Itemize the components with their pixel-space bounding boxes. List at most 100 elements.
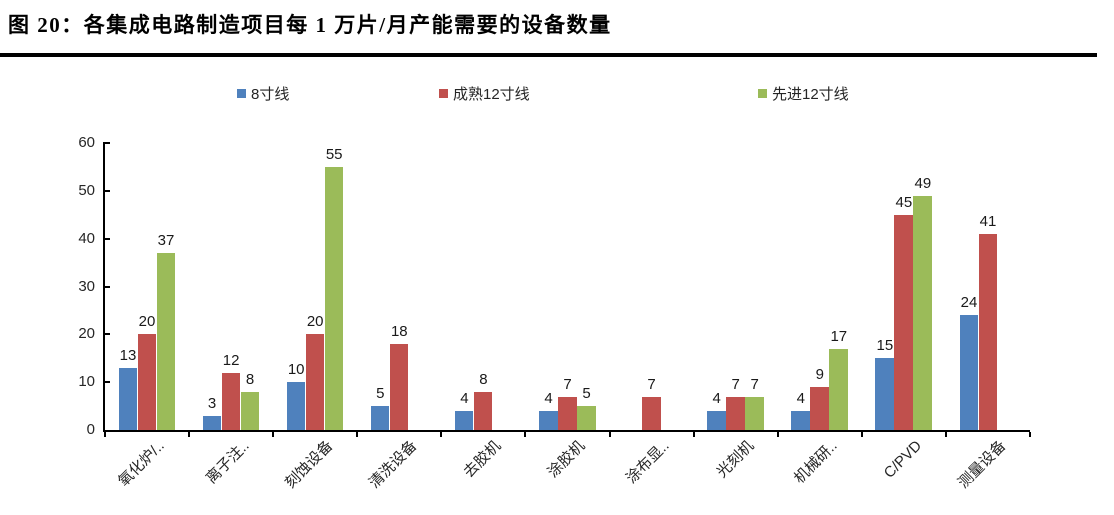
- bar-value-label: 7: [750, 375, 759, 393]
- x-category-label: 光刻机: [713, 437, 758, 482]
- bar: [221, 372, 241, 430]
- bar-value-label: 8: [245, 370, 255, 388]
- x-axis-tick: [440, 432, 442, 437]
- bar-value-label: 5: [376, 385, 385, 403]
- title-underline: [0, 53, 1097, 57]
- y-axis-tick: [105, 142, 110, 144]
- y-axis-tick-label: 10: [78, 373, 95, 390]
- bar: [137, 334, 156, 430]
- bar-value-label: 20: [306, 313, 324, 331]
- bar-value-label: 8: [479, 370, 488, 388]
- bar: [539, 410, 558, 430]
- bar-value-label: 4: [460, 389, 469, 407]
- x-category-label: 离子注..: [202, 437, 253, 488]
- bar-value-label: 4: [796, 389, 805, 407]
- bar: [240, 391, 260, 430]
- x-axis-tick: [104, 432, 106, 437]
- x-category-label: 氧化炉/..: [115, 437, 169, 490]
- legend-swatch-icon: [758, 88, 767, 98]
- bar: [745, 396, 764, 430]
- bar-value-label: 9: [815, 365, 824, 383]
- y-axis-tick-label: 30: [78, 278, 95, 295]
- bar: [577, 406, 596, 430]
- x-axis-tick: [524, 432, 526, 437]
- legend-label: 先进12寸线: [772, 85, 849, 103]
- x-category-label: 测量设备: [954, 437, 1010, 492]
- bar-value-label: 7: [647, 375, 656, 393]
- y-axis-tick-label: 40: [78, 230, 95, 247]
- x-axis-tick: [272, 432, 274, 437]
- bar-value-label: 24: [960, 294, 978, 312]
- bar: [202, 415, 222, 430]
- bar-value-label: 18: [390, 322, 408, 340]
- x-axis: [103, 430, 1030, 432]
- bar-value-label: 13: [119, 346, 137, 364]
- bar: [894, 214, 913, 431]
- bar: [829, 348, 848, 430]
- x-category-label: 涂胶机: [544, 437, 589, 482]
- bar: [791, 410, 810, 430]
- bar-value-label: 5: [582, 385, 591, 403]
- y-axis-tick-label: 60: [78, 134, 95, 151]
- x-axis-tick: [188, 432, 190, 437]
- bar-value-label: 20: [138, 313, 156, 331]
- bar-value-label: 10: [287, 361, 305, 379]
- bar-value-label: 4: [712, 389, 721, 407]
- x-category-label: C/PVD: [880, 437, 926, 482]
- y-axis-tick-label: 20: [78, 325, 95, 342]
- x-axis-tick: [861, 432, 863, 437]
- bar: [913, 195, 932, 430]
- bar: [286, 382, 306, 430]
- bar-value-label: 4: [544, 389, 553, 407]
- y-axis: [103, 142, 105, 432]
- bar: [642, 396, 661, 430]
- x-axis-tick: [945, 432, 947, 437]
- bar-value-label: 15: [876, 337, 894, 355]
- bar-value-label: 41: [979, 212, 997, 230]
- bar: [389, 343, 409, 430]
- bar-value-label: 45: [895, 193, 913, 211]
- legend-item-advanced-12inch-line: 先进12寸线: [758, 84, 849, 103]
- legend-swatch-icon: [439, 88, 448, 98]
- legend-item-8inch-line: 8寸线: [237, 84, 290, 103]
- bar: [707, 410, 726, 430]
- y-axis-tick-label: 50: [78, 182, 95, 199]
- x-axis-tick: [609, 432, 611, 437]
- bar: [726, 396, 745, 430]
- bar-value-label: 7: [563, 375, 572, 393]
- bar: [454, 410, 474, 430]
- x-axis-tick: [693, 432, 695, 437]
- bar: [810, 386, 829, 430]
- legend-label: 8寸线: [251, 85, 290, 103]
- bar-value-label: 12: [222, 351, 240, 369]
- bar-value-label: 7: [731, 375, 740, 393]
- bar-value-label: 49: [914, 174, 932, 192]
- y-axis-tick: [105, 286, 110, 288]
- x-category-label: 机械研..: [791, 437, 842, 488]
- bar-value-label: 3: [207, 394, 217, 412]
- x-category-label: 涂布显..: [623, 437, 673, 488]
- x-category-label: 清洗设备: [366, 437, 421, 492]
- bar-value-label: 37: [157, 232, 175, 249]
- bar: [959, 315, 978, 430]
- bar: [305, 334, 325, 430]
- bar: [370, 406, 390, 430]
- bar: [978, 233, 997, 430]
- x-category-label: 刻蚀设备: [282, 437, 337, 492]
- bar: [875, 358, 894, 431]
- bar: [118, 367, 137, 430]
- legend-label: 成熟12寸线: [453, 85, 530, 103]
- bar-value-label: 55: [325, 145, 343, 163]
- y-axis-tick-label: 0: [86, 421, 95, 438]
- bar-value-label: 17: [830, 327, 848, 345]
- x-axis-tick: [1029, 432, 1031, 437]
- bar: [558, 396, 577, 430]
- y-axis-tick: [105, 333, 110, 335]
- bar: [473, 391, 493, 430]
- legend-swatch-icon: [237, 88, 246, 98]
- x-axis-tick: [777, 432, 779, 437]
- y-axis-tick: [105, 238, 110, 240]
- y-axis-tick: [105, 190, 110, 192]
- bar: [324, 166, 344, 430]
